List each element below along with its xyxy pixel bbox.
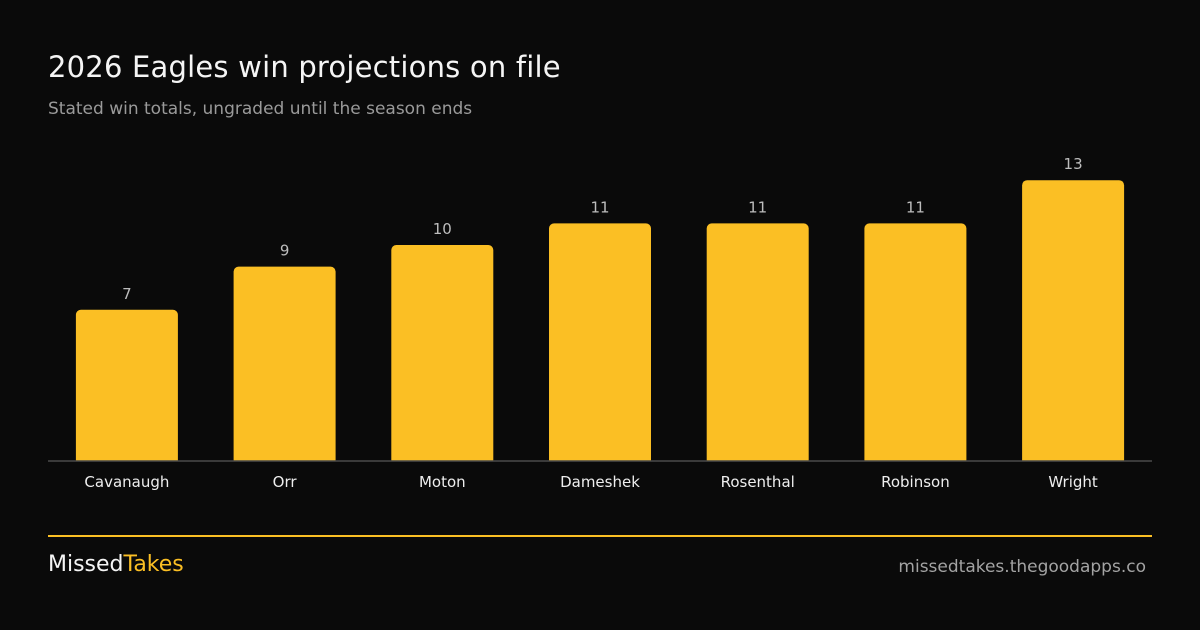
value-label: 13 <box>1064 155 1083 173</box>
bar-cavanaugh <box>75 309 178 465</box>
bar-moton <box>391 245 494 465</box>
category-label: Robinson <box>881 473 950 491</box>
value-label: 11 <box>906 198 925 216</box>
baseline-mask <box>48 461 1152 467</box>
category-label: Rosenthal <box>721 473 795 491</box>
category-label: Moton <box>419 473 466 491</box>
chart-subtitle: Stated win totals, ungraded until the se… <box>48 99 473 119</box>
category-label: Orr <box>273 473 298 491</box>
footer-divider <box>48 535 1152 537</box>
bar-rosenthal <box>706 223 809 465</box>
bar-orr <box>233 266 336 465</box>
value-label: 11 <box>590 198 609 216</box>
category-label: Wright <box>1048 473 1098 491</box>
bar-wright <box>1022 180 1125 465</box>
bars-group <box>48 180 1152 467</box>
category-label: Cavanaugh <box>84 473 169 491</box>
bar-dameshek <box>549 223 651 465</box>
brand-logo: MissedTakes <box>48 552 184 577</box>
brand-name-part1: Missed <box>48 552 124 577</box>
labels-group: 7 Cavanaugh 9 Orr 10 Moton 11 Dameshek 11 Rosenth… <box>84 155 1098 491</box>
value-label: 9 <box>280 242 290 260</box>
category-label: Dameshek <box>560 473 640 491</box>
brand-name-part2: Takes <box>123 552 184 577</box>
bar-robinson <box>864 223 967 465</box>
bar-chart: 7 Cavanaugh 9 Orr 10 Moton 11 Dameshek 11 Rosenth… <box>48 155 1152 491</box>
site-url: missedtakes.thegoodapps.co <box>898 557 1146 577</box>
value-label: 7 <box>122 285 132 303</box>
value-label: 11 <box>748 198 767 216</box>
value-label: 10 <box>433 220 452 238</box>
chart-title: 2026 Eagles win projections on file <box>48 50 561 84</box>
